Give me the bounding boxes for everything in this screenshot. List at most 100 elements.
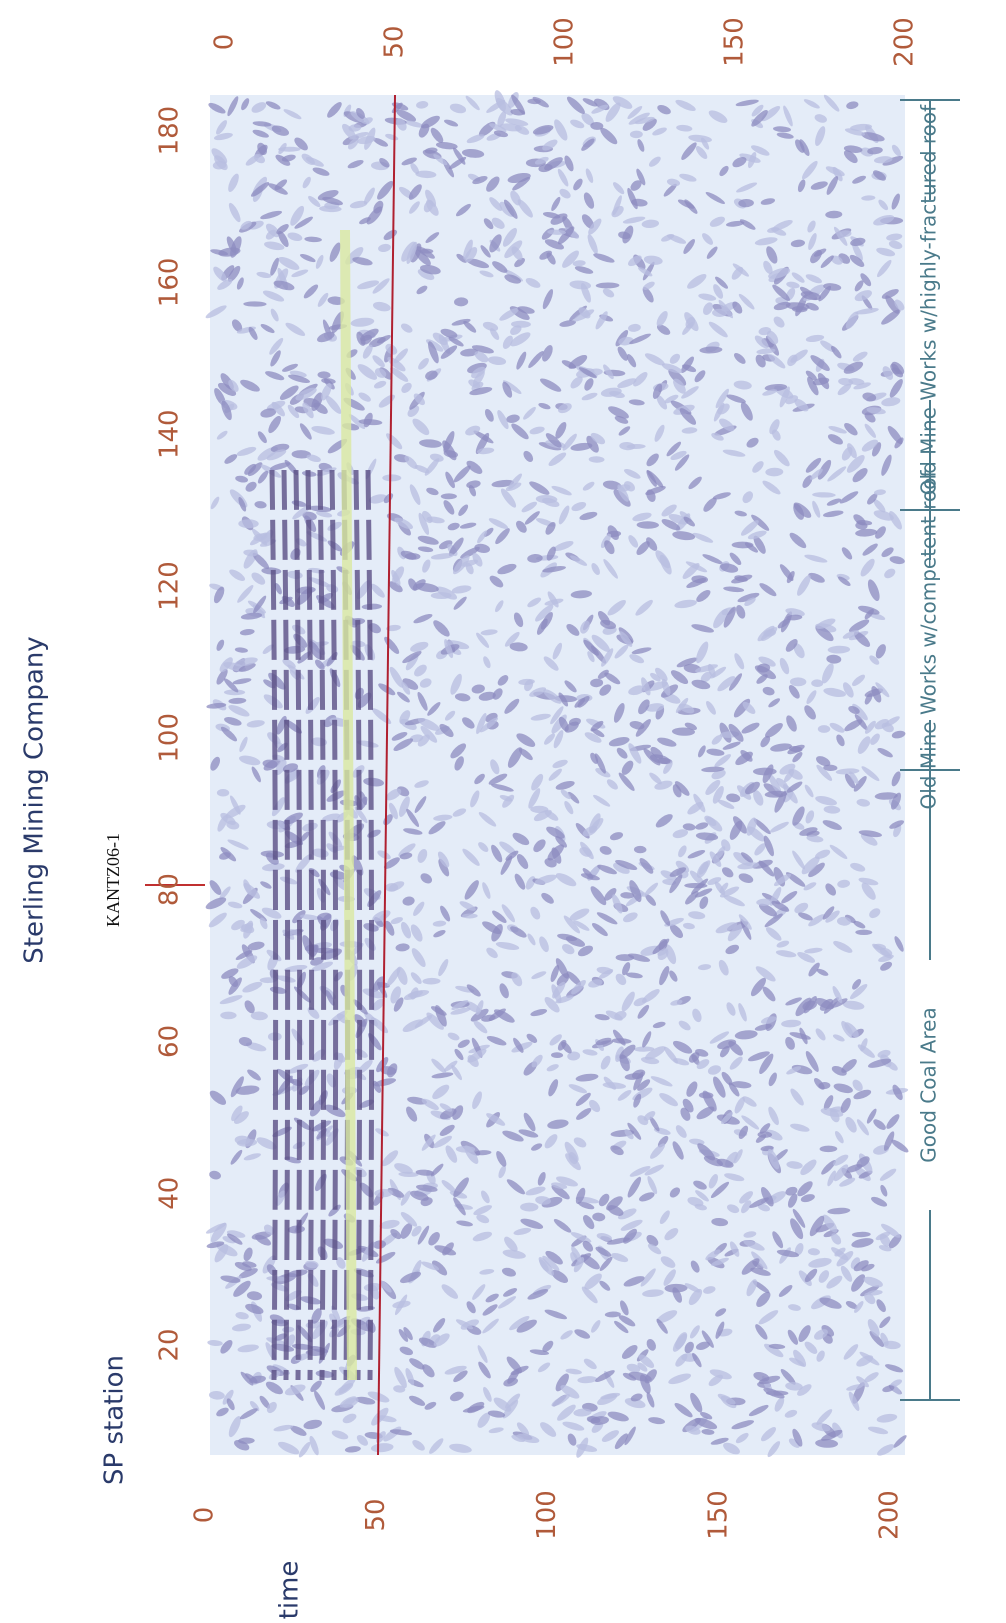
wavelet	[642, 1289, 664, 1297]
wavelet	[213, 266, 227, 282]
wavelet	[399, 852, 413, 860]
wavelet	[440, 493, 457, 500]
wavelet	[806, 835, 824, 843]
wavelet	[723, 895, 745, 907]
wavelet	[240, 220, 252, 230]
wavelet	[889, 378, 903, 398]
wavelet	[372, 355, 385, 368]
wavelet	[600, 1055, 611, 1070]
wavelet	[743, 1239, 765, 1251]
wavelet	[891, 1139, 909, 1153]
wavelet	[884, 568, 896, 579]
wavelet	[588, 456, 605, 463]
wavelet	[595, 311, 608, 330]
wavelet	[627, 105, 643, 120]
wavelet	[777, 618, 790, 629]
wavelet	[657, 737, 677, 747]
wavelet	[867, 493, 878, 505]
wavelet	[624, 1129, 634, 1140]
wavelet	[739, 219, 756, 230]
wavelet	[835, 768, 860, 775]
wavelet	[222, 1389, 234, 1405]
wavelet	[823, 687, 846, 698]
wavelet	[588, 979, 603, 988]
wavelet	[259, 1395, 271, 1409]
wavelet	[762, 986, 776, 1002]
wavelet	[371, 1407, 389, 1426]
wavelet	[807, 220, 816, 233]
wavelet	[563, 915, 581, 934]
wavelet	[480, 245, 491, 258]
wavelet	[557, 1404, 576, 1421]
wavelet	[779, 386, 790, 408]
wavelet	[451, 585, 472, 594]
wavelet	[779, 657, 790, 675]
wavelet	[636, 521, 660, 529]
wavelet	[527, 597, 542, 608]
wavelet	[595, 1037, 612, 1046]
wavelet	[540, 378, 562, 392]
wavelet	[792, 806, 805, 826]
wavelet	[748, 1404, 769, 1417]
wavelet	[633, 372, 648, 387]
wavelet	[581, 214, 595, 229]
wavelet	[862, 543, 878, 556]
wavelet	[497, 563, 517, 575]
wavelet	[399, 1346, 413, 1356]
wavelet	[813, 248, 827, 257]
wavelet	[751, 109, 768, 127]
wavelet	[689, 1138, 705, 1145]
wavelet	[669, 1187, 681, 1198]
wavelet	[290, 205, 305, 226]
wavelet	[502, 335, 513, 349]
wavelet	[559, 188, 571, 199]
wavelet	[472, 1284, 486, 1300]
wavelet	[681, 427, 698, 434]
wavelet	[861, 195, 876, 201]
wavelet	[271, 401, 285, 417]
wavelet	[481, 1190, 490, 1204]
wavelet	[645, 703, 665, 712]
wavelet	[697, 964, 712, 971]
wavelet	[867, 579, 880, 602]
wavelet	[819, 1297, 842, 1309]
wavelet	[572, 260, 586, 267]
wavelet	[797, 1384, 812, 1396]
wavelet	[622, 225, 634, 244]
wavelet	[364, 1011, 378, 1027]
wavelet	[566, 623, 580, 636]
wavelet	[581, 113, 594, 126]
wavelet	[210, 1222, 227, 1243]
wavelet	[502, 1249, 526, 1259]
wavelet	[611, 1253, 629, 1263]
wavelet	[696, 1059, 710, 1070]
wavelet	[888, 240, 903, 250]
wavelet	[408, 990, 430, 998]
wavelet	[816, 1350, 825, 1362]
wavelet	[372, 301, 391, 312]
wavelet	[628, 1371, 652, 1382]
wavelet	[728, 723, 744, 742]
wavelet	[468, 379, 481, 389]
wavelet	[282, 363, 298, 372]
wavelet	[220, 1011, 237, 1020]
wavelet	[802, 475, 813, 488]
wavelet	[619, 1300, 629, 1316]
wavelet	[776, 132, 794, 139]
wavelet	[701, 1330, 714, 1348]
wavelet	[551, 1394, 571, 1407]
wavelet	[450, 1007, 471, 1015]
wavelet	[886, 1114, 900, 1129]
wavelet	[711, 1257, 729, 1266]
wavelet	[656, 311, 668, 327]
wavelet	[801, 160, 818, 180]
wavelet	[861, 1263, 875, 1272]
wavelet	[474, 773, 485, 785]
wavelet	[697, 1143, 716, 1161]
wavelet	[583, 639, 599, 656]
wavelet	[749, 1197, 769, 1208]
wavelet	[506, 1356, 522, 1374]
reflector	[281, 469, 291, 1381]
wavelet	[826, 498, 842, 506]
wavelet	[451, 318, 471, 326]
